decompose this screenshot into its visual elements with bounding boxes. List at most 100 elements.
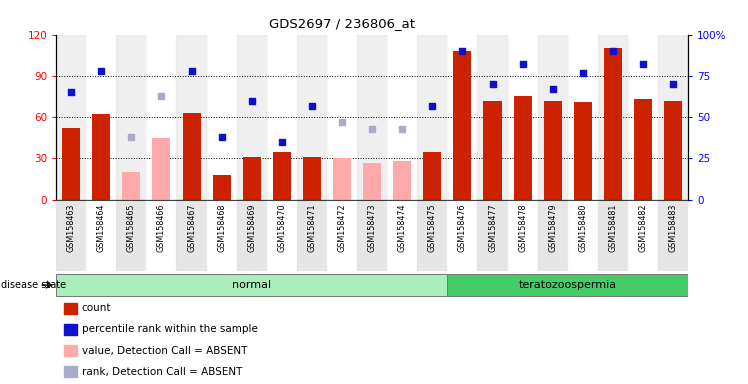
Bar bbox=[333, 159, 351, 200]
Text: teratozoospermia: teratozoospermia bbox=[518, 280, 617, 290]
Bar bbox=[242, 157, 261, 200]
Bar bbox=[56, 35, 86, 200]
Text: GSM158475: GSM158475 bbox=[428, 203, 437, 252]
Bar bbox=[574, 102, 592, 200]
Text: GSM158483: GSM158483 bbox=[669, 203, 678, 252]
Bar bbox=[123, 172, 141, 200]
Bar bbox=[273, 152, 291, 200]
Bar bbox=[538, 35, 568, 200]
Bar bbox=[212, 175, 230, 200]
Text: GSM158473: GSM158473 bbox=[367, 203, 377, 252]
Bar bbox=[297, 200, 327, 271]
Bar bbox=[477, 35, 508, 200]
Bar bbox=[538, 200, 568, 271]
Text: disease state: disease state bbox=[1, 280, 66, 290]
Bar bbox=[267, 35, 297, 200]
Bar bbox=[236, 200, 267, 271]
Point bbox=[456, 48, 468, 54]
Point bbox=[367, 126, 378, 132]
Text: percentile rank within the sample: percentile rank within the sample bbox=[82, 324, 257, 334]
Text: value, Detection Call = ABSENT: value, Detection Call = ABSENT bbox=[82, 346, 247, 356]
Bar bbox=[514, 96, 532, 200]
Point bbox=[607, 48, 619, 54]
Bar bbox=[628, 35, 658, 200]
Bar bbox=[417, 35, 447, 200]
Bar bbox=[116, 35, 147, 200]
Text: GSM158478: GSM158478 bbox=[518, 203, 527, 252]
Bar bbox=[387, 200, 417, 271]
Bar bbox=[357, 200, 387, 271]
Text: GSM158481: GSM158481 bbox=[608, 203, 617, 252]
Bar bbox=[327, 35, 357, 200]
Bar bbox=[177, 35, 206, 200]
Bar bbox=[447, 200, 477, 271]
Bar bbox=[453, 51, 471, 200]
Bar bbox=[267, 200, 297, 271]
Bar bbox=[363, 162, 381, 200]
Bar bbox=[634, 99, 652, 200]
Bar bbox=[508, 200, 538, 271]
Bar bbox=[387, 35, 417, 200]
Point bbox=[396, 126, 408, 132]
Text: normal: normal bbox=[232, 280, 272, 290]
Bar bbox=[447, 35, 477, 200]
Bar bbox=[447, 274, 688, 296]
Point bbox=[186, 68, 197, 74]
Text: GSM158479: GSM158479 bbox=[548, 203, 557, 252]
Text: GSM158471: GSM158471 bbox=[307, 203, 316, 252]
Text: GSM158467: GSM158467 bbox=[187, 203, 196, 252]
Bar bbox=[297, 35, 327, 200]
Point bbox=[156, 93, 168, 99]
Bar bbox=[236, 35, 267, 200]
Bar bbox=[658, 200, 688, 271]
Text: GSM158476: GSM158476 bbox=[458, 203, 467, 252]
Bar bbox=[598, 200, 628, 271]
Bar bbox=[598, 35, 628, 200]
Bar bbox=[544, 101, 562, 200]
Bar bbox=[357, 35, 387, 200]
Text: GSM158474: GSM158474 bbox=[398, 203, 407, 252]
Bar bbox=[417, 200, 447, 271]
Bar bbox=[206, 200, 236, 271]
Point bbox=[486, 81, 498, 87]
Bar bbox=[477, 200, 508, 271]
Point bbox=[246, 98, 258, 104]
Bar bbox=[483, 101, 502, 200]
Bar bbox=[508, 35, 538, 200]
Text: GDS2697 / 236806_at: GDS2697 / 236806_at bbox=[269, 17, 415, 30]
Point bbox=[215, 134, 227, 140]
Point bbox=[517, 61, 529, 67]
Point bbox=[126, 134, 138, 140]
Bar bbox=[92, 114, 110, 200]
Point bbox=[426, 103, 438, 109]
Bar bbox=[86, 35, 116, 200]
Bar bbox=[628, 200, 658, 271]
Text: GSM158472: GSM158472 bbox=[337, 203, 346, 252]
Bar bbox=[153, 138, 171, 200]
Bar bbox=[658, 35, 688, 200]
Text: GSM158468: GSM158468 bbox=[217, 203, 226, 252]
Text: GSM158465: GSM158465 bbox=[127, 203, 136, 252]
Bar bbox=[393, 161, 411, 200]
Text: GSM158469: GSM158469 bbox=[248, 203, 257, 252]
Bar bbox=[568, 35, 598, 200]
Text: count: count bbox=[82, 303, 111, 313]
Point bbox=[547, 86, 559, 92]
Text: GSM158470: GSM158470 bbox=[278, 203, 286, 252]
Text: GSM158482: GSM158482 bbox=[639, 203, 648, 252]
Text: GSM158477: GSM158477 bbox=[488, 203, 497, 252]
Bar bbox=[303, 157, 321, 200]
Bar bbox=[183, 113, 200, 200]
Bar bbox=[206, 35, 236, 200]
Point bbox=[306, 103, 318, 109]
Bar bbox=[116, 200, 147, 271]
Point bbox=[667, 81, 679, 87]
Point bbox=[65, 89, 77, 96]
Point bbox=[637, 61, 649, 67]
Text: GSM158464: GSM158464 bbox=[96, 203, 105, 252]
Text: rank, Detection Call = ABSENT: rank, Detection Call = ABSENT bbox=[82, 367, 242, 377]
Bar bbox=[177, 200, 206, 271]
Bar bbox=[147, 35, 177, 200]
Bar bbox=[147, 200, 177, 271]
Bar bbox=[56, 274, 447, 296]
